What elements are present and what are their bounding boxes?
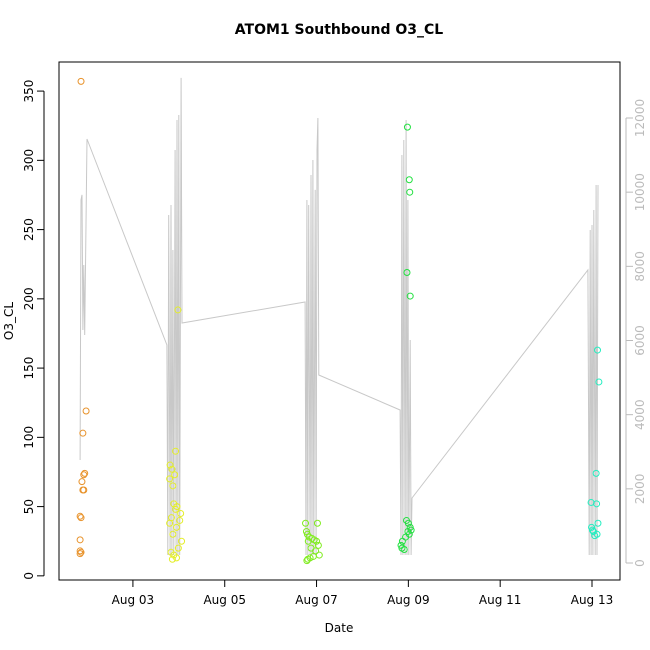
data-point (168, 555, 176, 563)
x-tick-label: Aug 03 (112, 593, 155, 607)
y2-tick-label: 12000 (633, 99, 647, 137)
data-point (313, 519, 321, 527)
data-point (314, 541, 322, 549)
data-point (403, 269, 411, 277)
data-point (77, 548, 85, 556)
x-axis-label: Date (325, 621, 354, 635)
data-point (173, 523, 181, 531)
data-point (173, 554, 181, 562)
data-point (309, 552, 317, 560)
data-point (172, 505, 180, 513)
data-point (76, 512, 84, 520)
y-tick-label: 50 (22, 499, 36, 514)
data-point (313, 537, 321, 545)
y2-tick-label: 6000 (633, 325, 647, 356)
data-point (77, 77, 85, 85)
data-point (403, 123, 411, 131)
data-point (171, 471, 179, 479)
data-point (166, 475, 174, 483)
y-tick-label: 200 (22, 287, 36, 310)
data-point (78, 478, 86, 486)
data-point (304, 537, 312, 545)
data-point (594, 346, 602, 354)
chart-title: ATOM1 Southbound O3_CL (235, 22, 443, 38)
data-point (174, 544, 182, 552)
x-tick-label: Aug 09 (387, 593, 430, 607)
data-point (315, 551, 323, 559)
x-tick-label: Aug 11 (479, 593, 522, 607)
data-point (304, 555, 312, 563)
data-point (76, 536, 84, 544)
y-tick-label: 250 (22, 218, 36, 241)
y2-tick-label: 4000 (633, 399, 647, 430)
data-point (594, 519, 602, 527)
data-point (591, 532, 599, 540)
data-point (81, 469, 89, 477)
data-point (407, 526, 415, 534)
data-point (76, 550, 84, 558)
data-point (169, 530, 177, 538)
data-point (303, 557, 311, 565)
data-point (405, 176, 413, 184)
data-point (592, 469, 600, 477)
data-point (404, 519, 412, 527)
y-tick-label: 100 (22, 426, 36, 449)
data-point (178, 537, 186, 545)
y-tick-label: 0 (22, 572, 36, 580)
x-tick-label: Aug 07 (295, 593, 338, 607)
data-point (174, 306, 182, 314)
data-point (400, 546, 408, 554)
data-point (80, 486, 88, 494)
data-point (177, 510, 185, 518)
data-point (406, 292, 414, 300)
data-point (406, 188, 414, 196)
data-point (77, 514, 85, 522)
data-point (168, 465, 176, 473)
plot-box (58, 61, 621, 581)
y2-tick-label: 2000 (633, 474, 647, 505)
data-point (595, 378, 603, 386)
y2-tick-label: 0 (633, 559, 647, 567)
y2-tick-label: 10000 (633, 173, 647, 211)
data-point (82, 407, 90, 415)
data-point (176, 516, 184, 524)
data-point (79, 429, 87, 437)
y-tick-label: 300 (22, 149, 36, 172)
y-axis-label: O3_CL (2, 302, 16, 340)
data-point (398, 537, 406, 545)
data-point (302, 519, 310, 527)
data-point (169, 482, 177, 490)
data-point (593, 500, 601, 508)
data-point (80, 471, 88, 479)
y-tick-label: 350 (22, 80, 36, 103)
x-tick-label: Aug 05 (203, 593, 246, 607)
x-tick-label: Aug 13 (571, 593, 614, 607)
data-point (166, 519, 174, 527)
y-tick-label: 150 (22, 357, 36, 380)
data-point (166, 461, 174, 469)
data-point (76, 547, 84, 555)
data-point (172, 447, 180, 455)
y2-tick-label: 8000 (633, 251, 647, 282)
data-line (79, 77, 599, 556)
